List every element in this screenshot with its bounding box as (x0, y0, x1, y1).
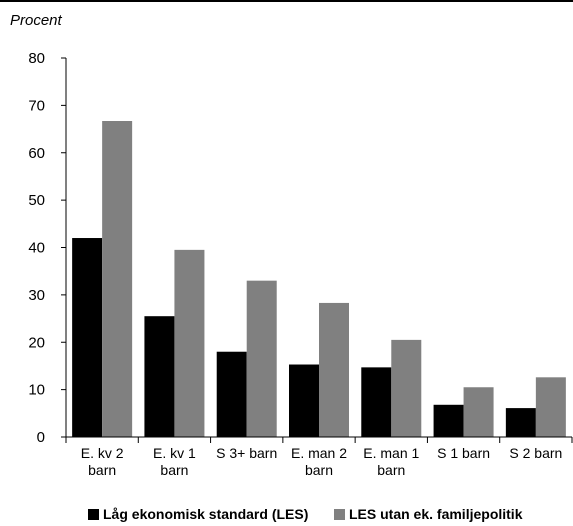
legend-label-les-utan: LES utan ek. familjepolitik (349, 506, 523, 522)
bar-les-utan-5 (463, 387, 494, 437)
bar-les-5 (433, 404, 464, 437)
axes-group (61, 57, 573, 443)
y-tick-labels: 0 10 20 30 40 50 60 70 80 (28, 50, 45, 446)
x-tick-label-4: E. man 1 barn (363, 445, 419, 478)
bar-les-utan-3 (319, 302, 349, 437)
x-tick-label-5: S 1 barn (437, 445, 490, 461)
y-axis-label: Procent (10, 12, 62, 29)
y-tick-label-50: 50 (28, 192, 45, 209)
y-tick-label-20: 20 (28, 334, 45, 351)
y-tick-label-30: 30 (28, 287, 45, 304)
y-tick-label-70: 70 (28, 97, 45, 114)
bar-les-utan-6 (535, 377, 566, 437)
bar-les-utan-4 (391, 339, 422, 437)
x-tick-label-2: S 3+ barn (216, 445, 277, 461)
y-tick-label-10: 10 (28, 382, 45, 399)
bar-les-utan-0 (102, 121, 133, 437)
legend-label-les: Låg ekonomisk standard (LES) (103, 506, 309, 522)
y-tick-label-0: 0 (37, 429, 45, 446)
x-tick-label-6: S 2 barn (509, 445, 562, 461)
bar-les-6 (505, 408, 536, 437)
y-tick-label-60: 60 (28, 145, 45, 162)
x-tick-label-3: E. man 2 barn (291, 445, 347, 478)
bar-les-3 (289, 364, 319, 437)
y-tick-label-40: 40 (28, 240, 45, 257)
legend-item-les: Låg ekonomisk standard (LES) (88, 506, 308, 522)
legend-swatch-les (88, 508, 99, 520)
top-rule (0, 0, 573, 2)
bar-les-2 (216, 351, 247, 437)
legend-swatch-les-utan (334, 508, 345, 520)
legend: Låg ekonomisk standard (LES) LES utan ek… (0, 506, 573, 526)
bar-les-4 (361, 367, 392, 437)
bar-les-0 (72, 238, 103, 437)
bar-les-utan-2 (246, 280, 277, 437)
x-tick-label-1: E. kv 1 barn (153, 445, 196, 478)
y-tick-label-80: 80 (28, 50, 45, 67)
legend-item-les-utan: LES utan ek. familjepolitik (334, 506, 522, 522)
bar-les-1 (144, 316, 175, 437)
bars-group (72, 121, 566, 437)
x-tick-label-0: E. kv 2 barn (81, 445, 124, 478)
bar-les-utan-1 (174, 249, 205, 437)
